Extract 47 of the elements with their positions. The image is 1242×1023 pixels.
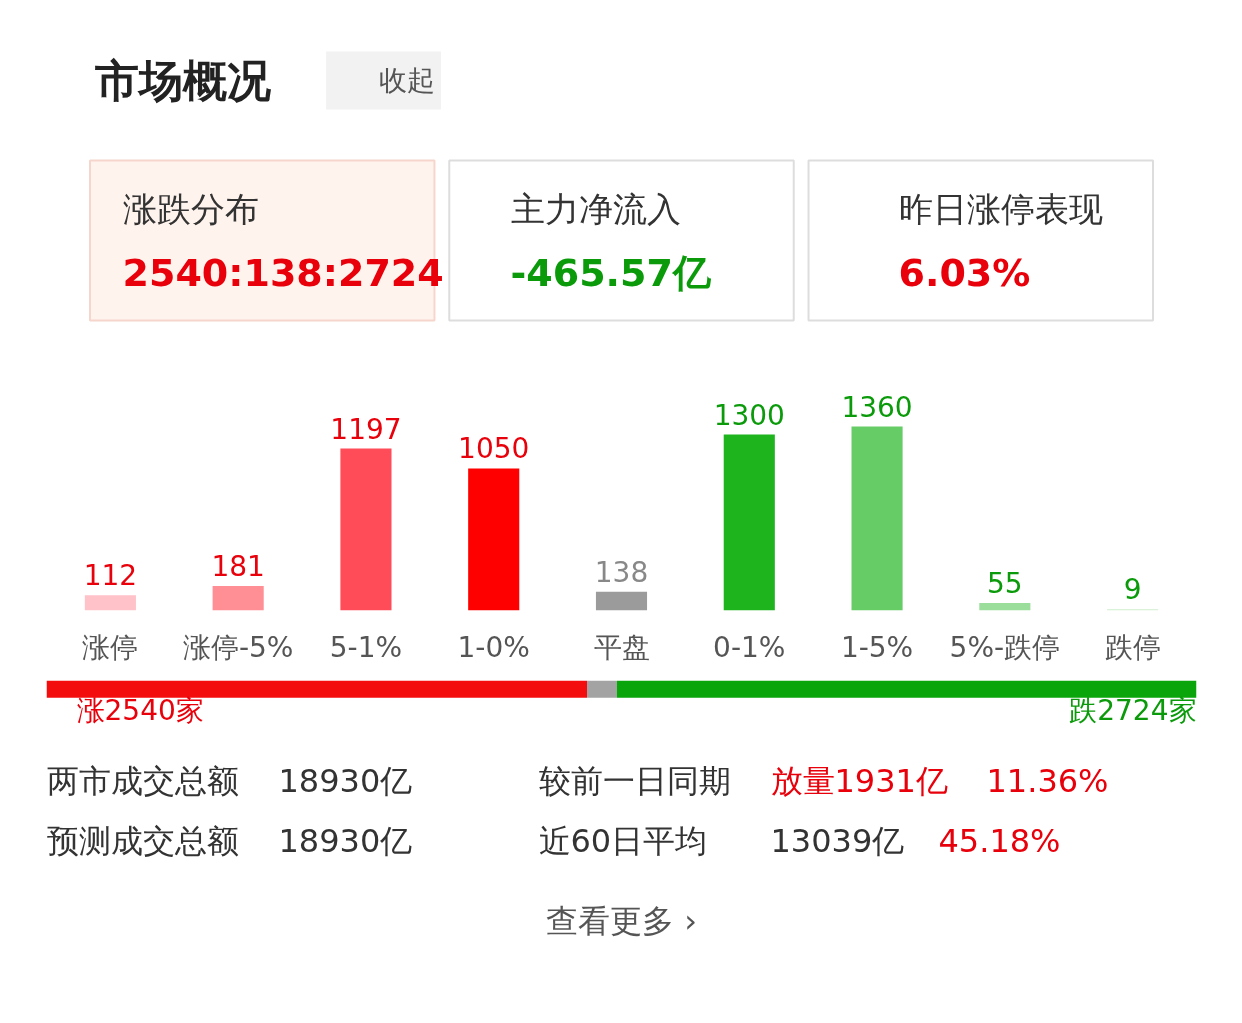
bar [723,434,775,611]
text: 市场概况 [94,55,271,106]
bar [595,591,648,611]
x-tick-label: 0-1% [713,630,786,664]
x-tick-label: 跌停 [1104,630,1161,664]
x-tick-label: 平盘 [593,630,650,664]
x-tick-label: 涨停-5% [182,630,294,664]
bar [212,586,264,611]
x-tick-label: 涨停 [82,630,139,664]
text: 两市成交总额 [46,761,239,800]
data-label: 1197 [330,412,402,446]
text: 13039亿 [770,821,905,860]
x-tick-label: 5-1% [329,630,403,664]
bar [84,595,136,611]
text: 2540:138:2724 [122,250,444,295]
data-label: 1360 [841,390,913,424]
text: 18930亿 [278,761,413,800]
text: 45.18% [938,821,1061,860]
data-label: 9 [1123,573,1142,607]
bar [851,426,903,611]
data-label: 1300 [713,398,785,432]
text: 较前一日同期 [538,761,731,800]
data-label: 138 [594,555,649,589]
bar [468,468,520,611]
annotation: 涨2540家 [76,694,204,727]
x-tick-label: 5%-跌停 [949,630,1061,664]
x-tick-label: 1-0% [457,630,530,664]
x-tick-label: 1-5% [840,630,914,664]
data-label: 181 [211,550,265,584]
text: 6.03% [898,250,1031,295]
text: 预测成交总额 [46,821,239,860]
data-label: 55 [987,567,1023,601]
text: 昨日涨停表现 [898,188,1103,229]
text: 涨跌分布 [122,188,259,229]
data-label: 112 [83,559,138,593]
bar [979,603,1031,611]
text: -465.57亿 [510,250,712,295]
text: 放量1931亿 [770,761,948,800]
text: 主力净流入 [510,188,681,229]
bar [340,448,392,611]
text: 近60日平均 [538,821,708,860]
text: 查看更多 › [546,901,697,940]
text: 18930亿 [278,821,413,860]
data-label: 1050 [458,432,530,466]
text: 收起 [378,64,435,97]
text: 11.36% [986,761,1109,800]
annotation: 跌2724家 [1069,694,1197,727]
